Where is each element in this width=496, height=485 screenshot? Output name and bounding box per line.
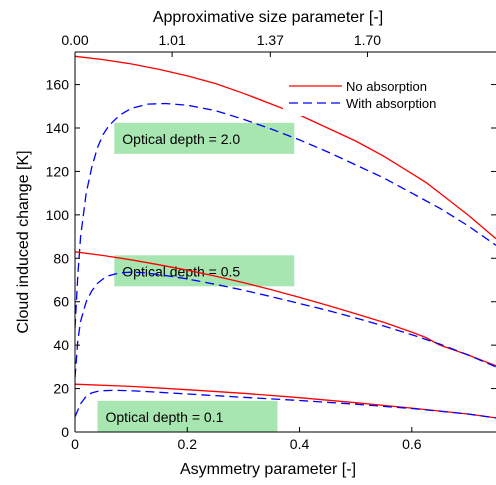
y-tick-label: 100	[46, 207, 70, 223]
legend: No absorption With absorption	[283, 72, 463, 116]
top-tick-label: 0.00	[61, 32, 88, 48]
annotation-layer: Optical depth = 2.0 Optical depth = 0.5 Op…	[97, 122, 295, 432]
axes-layer: 0 20 40 60 80 100 120 140 160 0 0.2 0.4 0.6 0.00 1.01 1…	[46, 32, 496, 452]
annotation-box	[114, 255, 295, 287]
y-tick-label: 160	[46, 77, 70, 93]
x-axis-title: Asymmetry parameter [-]	[180, 461, 356, 478]
legend-label: No absorption	[346, 79, 427, 94]
top-axis-title: Approximative size parameter [-]	[153, 9, 383, 26]
series-line-with_absorption-od-0.1	[75, 389, 496, 419]
series-line-with_absorption-od-0.5	[75, 271, 496, 378]
annotation-label: Optical depth = 0.1	[105, 409, 223, 425]
top-tick-label: 1.37	[257, 32, 284, 48]
y-tick-label: 120	[46, 163, 70, 179]
annotation-box	[114, 122, 295, 154]
top-tick-label: 1.70	[354, 32, 381, 48]
x-tick-label: 0.6	[402, 436, 422, 452]
y-axis-title: Cloud induced change [K]	[15, 150, 32, 333]
series-line-with_absorption-od-2.0	[75, 102, 496, 328]
y-tick-label: 140	[46, 120, 70, 136]
series-line-no_absorption-od-0.1	[75, 383, 496, 419]
annotation-label: Optical depth = 0.5	[122, 263, 240, 279]
y-tick-label: 0	[61, 424, 69, 440]
x-tick-label: 0.2	[178, 436, 198, 452]
top-tick-label: 1.01	[158, 32, 185, 48]
series-line-no_absorption-od-0.5	[75, 251, 496, 367]
y-tick-label: 40	[53, 337, 69, 353]
x-tick-label: 0.4	[290, 436, 310, 452]
series-layer	[75, 55, 496, 419]
y-tick-label: 20	[53, 381, 69, 397]
legend-box	[283, 72, 463, 116]
x-tick-label: 0	[71, 436, 79, 452]
annotation-label: Optical depth = 2.0	[122, 131, 240, 147]
y-tick-label: 60	[53, 294, 69, 310]
y-tick-label: 80	[53, 250, 69, 266]
annotation-box	[97, 400, 278, 432]
legend-label: With absorption	[346, 96, 436, 111]
